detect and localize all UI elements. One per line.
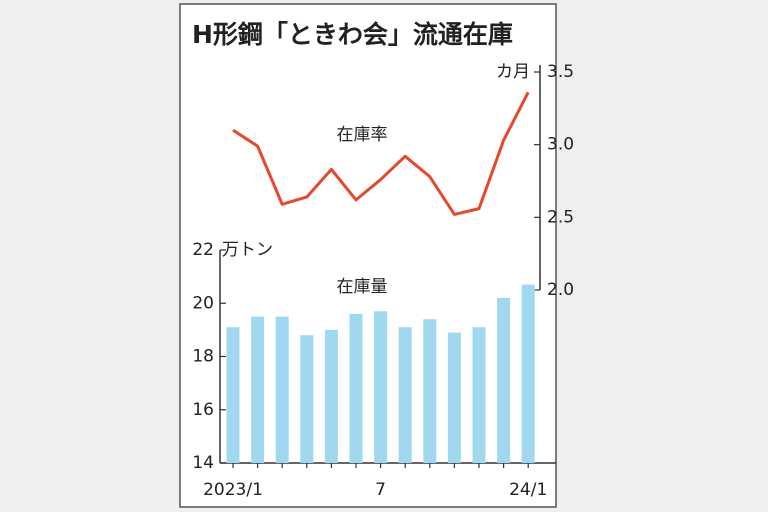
bar: [521, 284, 535, 463]
bar: [398, 327, 412, 463]
y-tick-label: 16: [192, 400, 214, 420]
bar-label: 在庫量: [337, 277, 388, 297]
bar: [226, 327, 240, 463]
y-tick-label: 14: [192, 453, 214, 473]
chart-frame: [179, 3, 557, 508]
bar: [497, 297, 511, 463]
bar: [275, 316, 289, 463]
y-tick-label: 18: [192, 347, 214, 367]
bar: [447, 332, 461, 463]
y2-axis-label: カ月: [496, 62, 530, 82]
bar: [423, 319, 437, 463]
chart-title: H形鋼「ときわ会」流通在庫: [192, 20, 513, 49]
bar: [300, 335, 314, 463]
y-axis-label: 万トン: [222, 240, 273, 260]
y2-tick-label: 3.5: [547, 62, 574, 82]
bar: [324, 329, 338, 463]
x-tick-label: 2023/1: [203, 480, 263, 500]
y-tick-label: 22: [192, 240, 214, 260]
x-tick-label: 7: [375, 480, 386, 500]
bar: [472, 327, 486, 463]
line: [232, 91, 530, 216]
bar: [349, 313, 363, 463]
y2-tick-label: 3.0: [547, 135, 574, 155]
line-label: 在庫率: [337, 125, 388, 145]
y-tick-label: 20: [192, 293, 214, 313]
y2-tick-label: 2.5: [547, 207, 574, 227]
y2-tick-label: 2.0: [547, 280, 574, 300]
bar: [374, 311, 388, 463]
x-tick-label: 24/1: [509, 480, 547, 500]
bar: [251, 316, 265, 463]
